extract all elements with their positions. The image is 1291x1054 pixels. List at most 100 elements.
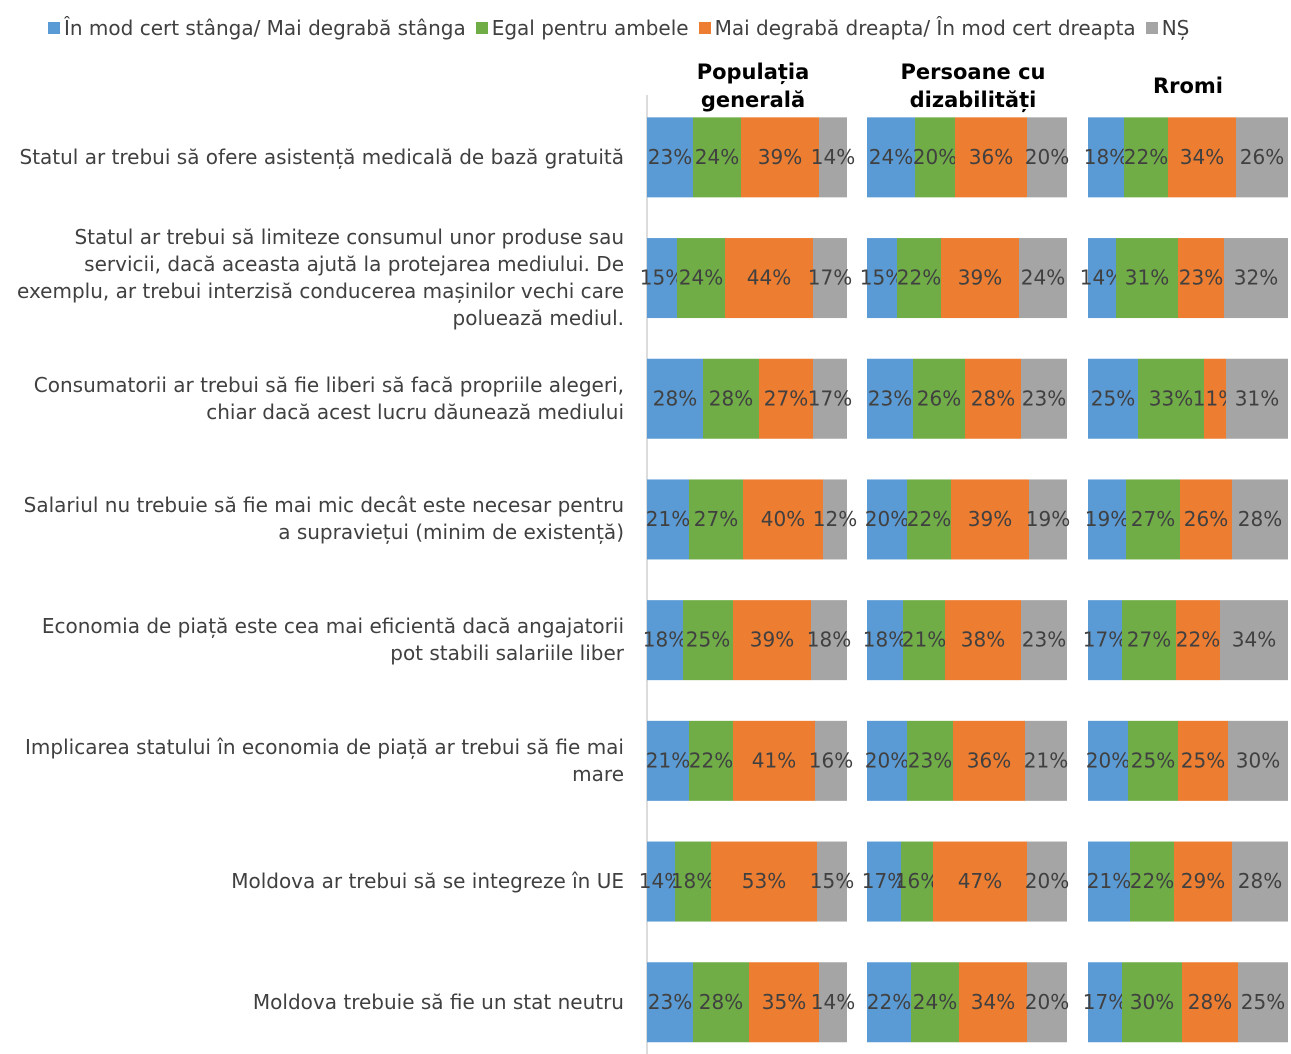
value-label: 21% [902,628,946,652]
bar-segment [1088,962,1122,1043]
bar-segment [1088,720,1128,801]
bar-segment [741,117,819,198]
legend-swatch [475,22,488,34]
value-label: 30% [1130,990,1174,1014]
bar-segment [1027,962,1067,1043]
bar-segment [647,720,689,801]
value-label: 24% [869,145,913,169]
value-label: 25% [1181,748,1225,772]
value-label: 25% [1241,990,1285,1014]
value-label: 15% [640,266,684,290]
legend-item: Egal pentru ambele [475,16,689,40]
legend-label: Mai degrabă dreapta/ În mod cert dreapta [714,16,1136,40]
value-label: 18% [807,628,851,652]
value-label: 44% [747,266,791,290]
value-label: 31% [1235,386,1279,410]
legend-label: NȘ [1161,16,1190,40]
value-label: 24% [695,145,739,169]
category-label: Moldova ar trebui să se integreze în UE [231,869,624,894]
value-label: 20% [1025,145,1069,169]
bar-segment [965,358,1021,439]
legend-swatch [1145,22,1158,34]
bar-segment [693,117,741,198]
bar-segment [683,600,733,681]
value-label: 18% [671,869,715,893]
value-label: 27% [694,507,738,531]
bar-segment [933,841,1027,922]
value-label: 24% [913,990,957,1014]
bar-segment [867,358,913,439]
bar-segment [1122,962,1182,1043]
value-label: 22% [1124,145,1168,169]
value-label: 27% [1127,628,1171,652]
bar-segment [1182,962,1238,1043]
value-label: 26% [1184,507,1228,531]
bar-segment [1176,600,1220,681]
bar-segment [959,962,1027,1043]
value-label: 20% [1025,990,1069,1014]
bar-segment [1174,841,1232,922]
value-label: 36% [967,748,1011,772]
bar-segment [647,238,677,319]
value-label: 27% [1131,507,1175,531]
value-label: 39% [758,145,802,169]
bar-segment [867,720,907,801]
bar-segment [733,720,815,801]
bar-segment [725,238,813,319]
bar-segment [823,479,847,560]
bar-segment [1126,479,1180,560]
value-label: 25% [1131,748,1175,772]
bar-segment [817,841,847,922]
value-label: 32% [1234,266,1278,290]
value-label: 22% [897,266,941,290]
bar-segment [867,962,911,1043]
value-label: 26% [917,386,961,410]
bar-segment [647,479,689,560]
bar-segment [1088,479,1126,560]
value-label: 23% [1022,628,1066,652]
bar-segment [647,962,693,1043]
bar-segment [1021,600,1067,681]
legend-swatch [698,22,711,34]
legend-item: NȘ [1145,16,1190,40]
bar-segment [693,962,749,1043]
value-label: 18% [1084,145,1128,169]
value-label: 16% [809,748,853,772]
value-label: 15% [860,266,904,290]
bar-segment [901,841,933,922]
bar-segment [867,841,901,922]
value-label: 23% [1022,386,1066,410]
value-label: 22% [689,748,733,772]
value-label: 16% [895,869,939,893]
value-label: 31% [1125,266,1169,290]
value-label: 17% [1083,990,1127,1014]
value-label: 28% [1238,507,1282,531]
bar-segment [1236,117,1288,198]
bar-segment [1088,117,1124,198]
value-label: 28% [653,386,697,410]
legend-item: În mod cert stânga/ Mai degrabă stânga [48,16,466,40]
value-label: 20% [1025,869,1069,893]
bar-segment [907,479,951,560]
bar-segment [647,841,675,922]
bar-segment [1168,117,1236,198]
value-label: 17% [862,869,906,893]
bar-segment [867,600,903,681]
value-label: 24% [1021,266,1065,290]
value-label: 39% [958,266,1002,290]
value-label: 14% [811,145,855,169]
bar-segment [1088,841,1130,922]
bar-segment [867,238,897,319]
category-label: Consumatorii ar trebui să fie liberi să … [33,372,624,424]
value-label: 28% [709,386,753,410]
value-label: 21% [1087,869,1131,893]
bar-segment [1088,358,1138,439]
value-label: 20% [865,507,909,531]
category-label: Salariul nu trebuie să fie mai mic decât… [23,493,624,545]
value-label: 17% [1083,628,1127,652]
value-label: 23% [648,145,692,169]
value-label: 36% [969,145,1013,169]
value-label: 14% [811,990,855,1014]
value-label: 25% [1091,386,1135,410]
